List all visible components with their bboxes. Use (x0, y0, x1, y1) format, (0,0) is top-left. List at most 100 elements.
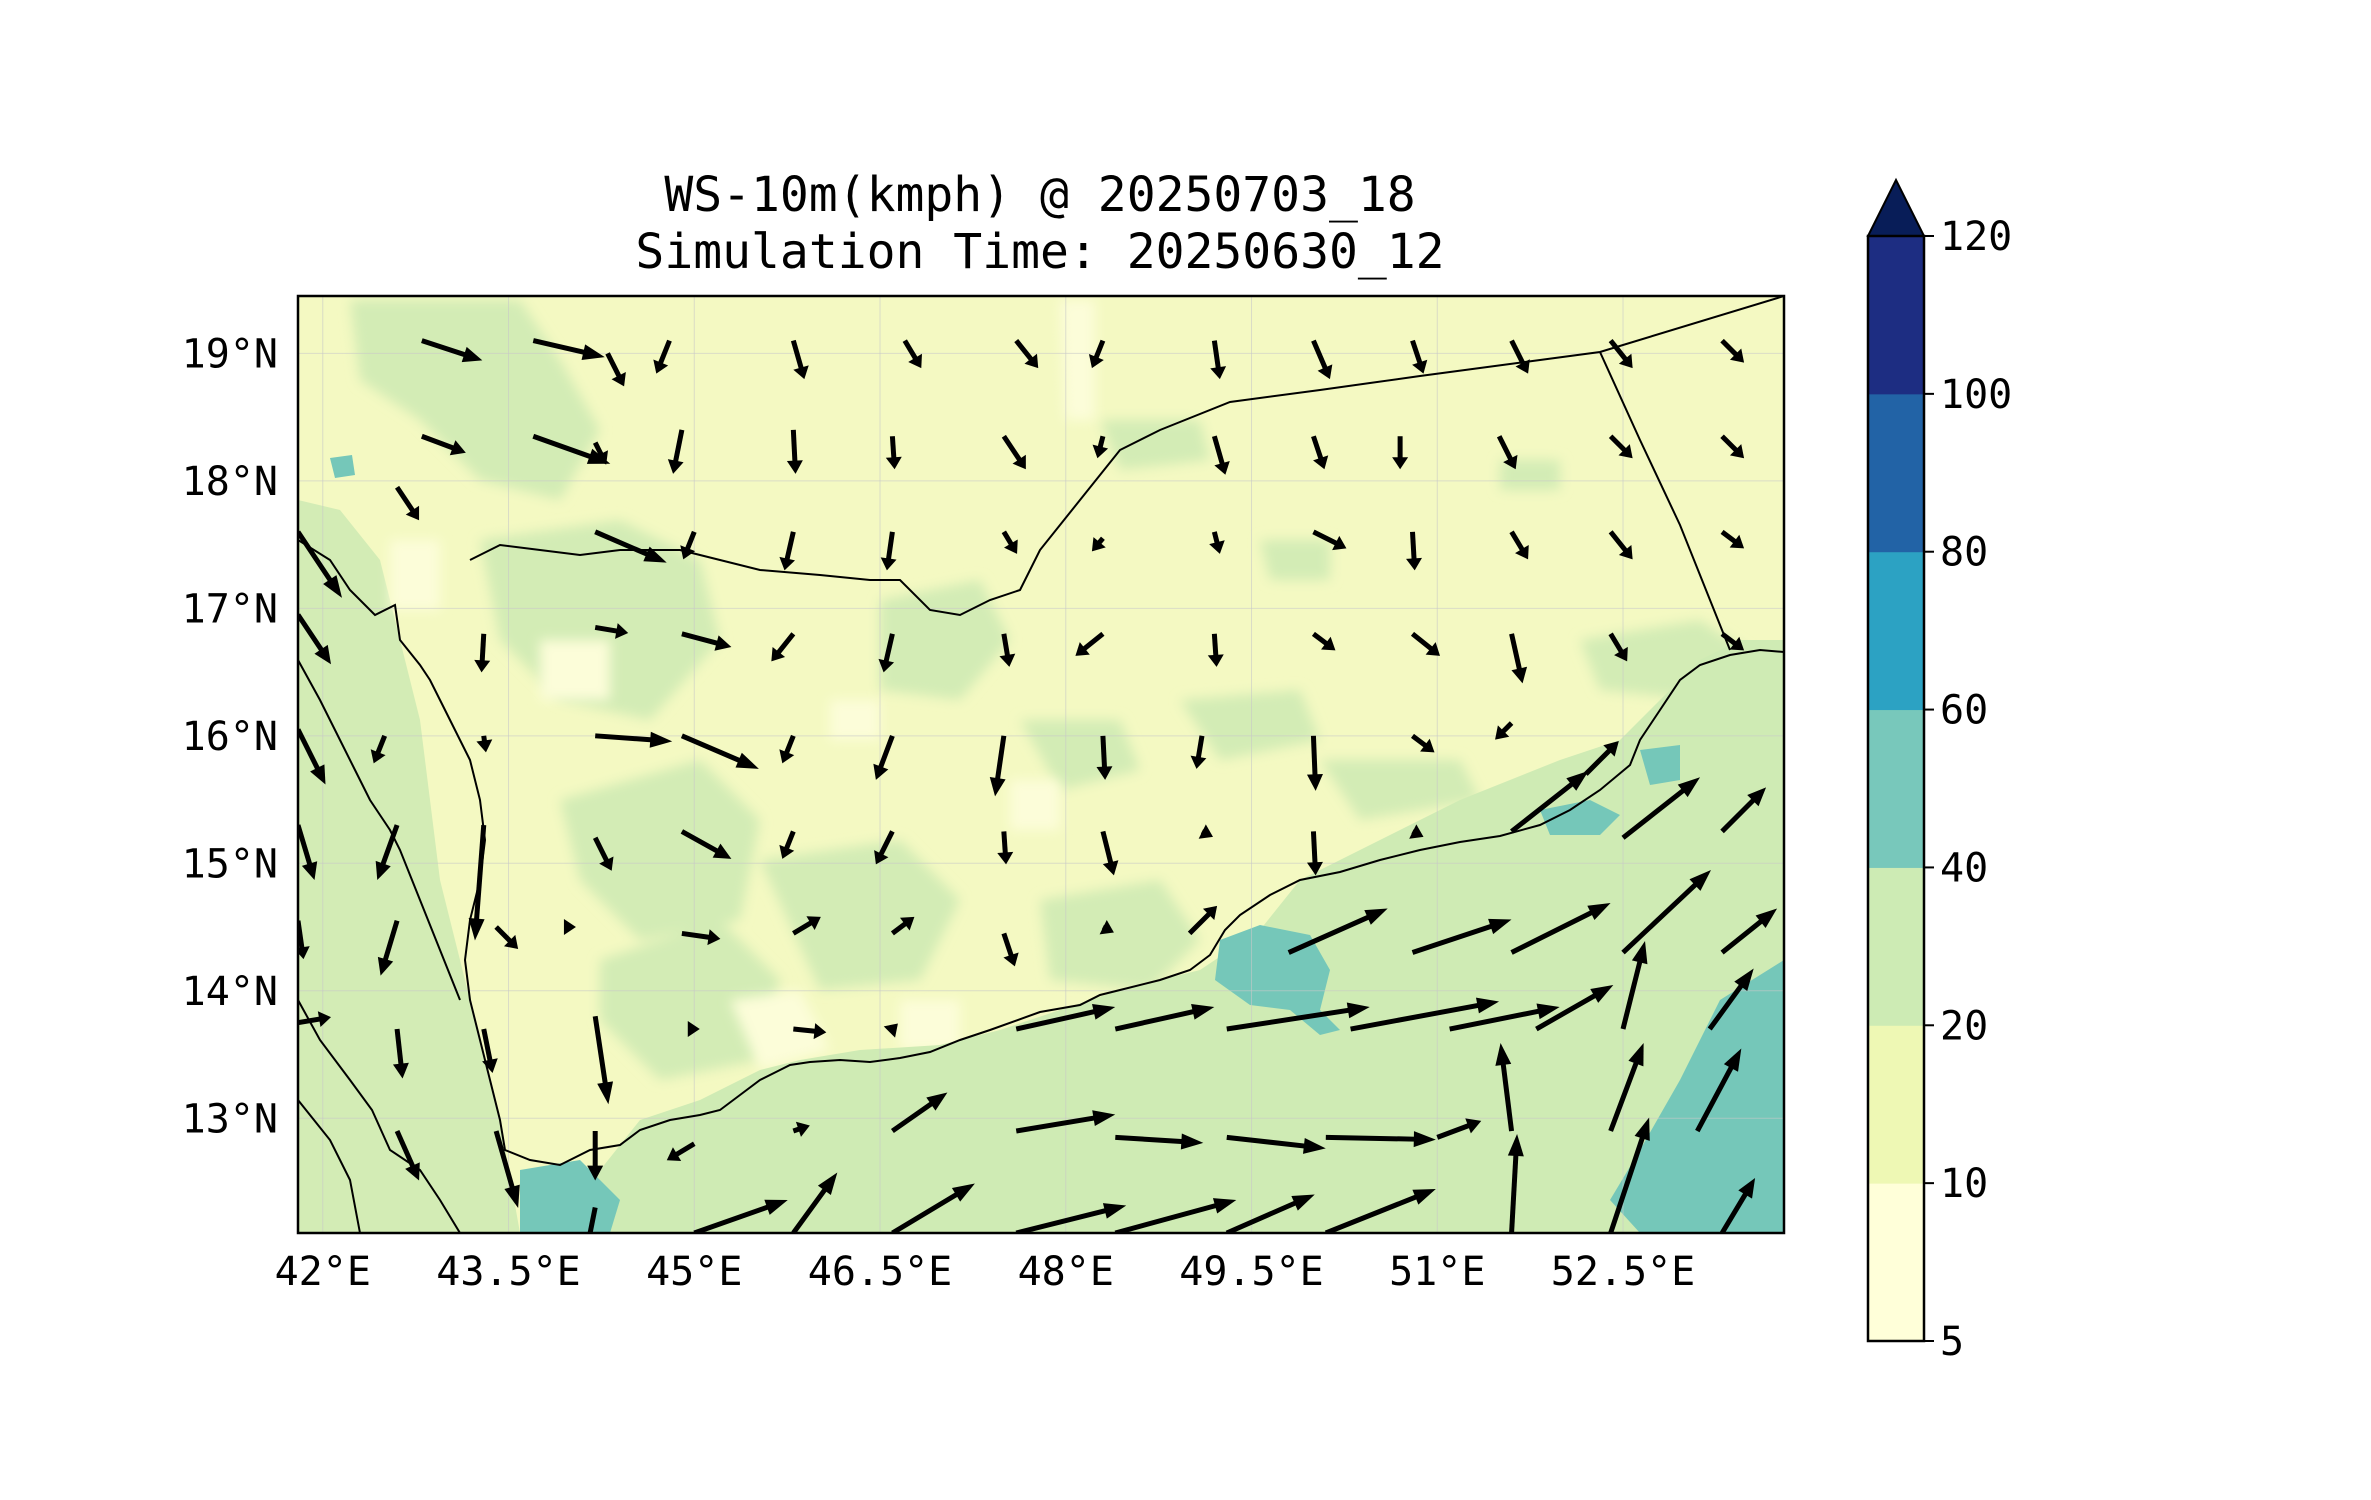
wind-arrow (1001, 434, 1026, 470)
wind-arrow (1350, 997, 1500, 1032)
wind-arrow (1608, 339, 1633, 369)
wind-arrow (1720, 787, 1767, 834)
wind-arrow (1495, 721, 1514, 740)
wind-arrow (1535, 985, 1614, 1032)
map-frame (296, 294, 1786, 1235)
colorbar-segment (1868, 709, 1924, 868)
wind-arrow (1620, 941, 1648, 1030)
wind-arrow (1306, 831, 1323, 876)
wind-arrow (421, 338, 483, 363)
colorbar-tick-label: 80 (1940, 530, 1988, 576)
wind-arrow (1509, 530, 1529, 560)
colorbar-tick-label: 120 (1940, 214, 2012, 260)
african-coast-west (298, 659, 461, 1001)
wind-arrow (1092, 435, 1109, 459)
wind-arrow (1014, 339, 1039, 369)
wind-arrow (1325, 1131, 1436, 1148)
wind-arrow (1091, 536, 1106, 552)
horn-of-africa-coast (298, 999, 461, 1233)
colorbar-tick-label: 40 (1940, 845, 1988, 891)
wind-arrow (394, 1129, 420, 1181)
wind-arrow (1720, 434, 1745, 459)
wind-arrow (873, 734, 895, 780)
wind-arrow (1621, 870, 1712, 955)
wind-arrow (1608, 434, 1633, 459)
wind-arrow (1406, 531, 1423, 571)
wind-arrow (1311, 339, 1333, 380)
wind-arrow (1306, 735, 1323, 791)
wind-arrow (1507, 1134, 1524, 1233)
colorbar-tick-label: 100 (1940, 372, 2012, 418)
colorbar-segment (1868, 393, 1924, 553)
wind-arrow (1707, 968, 1754, 1031)
wind-arrow (1411, 918, 1512, 955)
wind-arrow (298, 824, 318, 881)
wind-arrow (890, 1092, 948, 1134)
highland-wind-patches (350, 300, 1760, 1080)
wind-arrow (1392, 436, 1409, 470)
wind-arrow (1209, 531, 1225, 554)
wind-arrow (680, 829, 732, 859)
arabian-coastline (298, 539, 1784, 1167)
wind-arrow (999, 633, 1016, 667)
wind-arrow (680, 530, 697, 560)
wind-arrow (592, 1015, 614, 1105)
lon-tick-label: 46.5°E (808, 1249, 953, 1295)
yemen-oman-border (1599, 351, 1731, 651)
wind-arrow (1720, 908, 1778, 955)
wind-arrow (1311, 435, 1329, 470)
wind-arrow (1207, 633, 1224, 667)
wind-arrow (377, 919, 400, 976)
colorbar-segment (1868, 1183, 1924, 1342)
wind-arrow (298, 1011, 331, 1028)
wind-arrow (420, 433, 466, 456)
wind-arrow (1510, 903, 1611, 955)
wind-arrow (1621, 777, 1701, 840)
wind-arrow (1096, 735, 1113, 780)
wind-arrow (298, 613, 331, 665)
wind-arrow (989, 735, 1007, 797)
wind-vectors (298, 338, 1778, 1233)
wind-arrow (1015, 1203, 1127, 1233)
wind-arrow (666, 1141, 696, 1161)
wind-arrow (997, 831, 1014, 865)
wind-arrow (605, 352, 626, 387)
wind-arrow (680, 733, 759, 769)
wind-arrow (587, 1131, 604, 1181)
wind-arrow (1409, 824, 1424, 839)
lon-tick-label: 48°E (1018, 1249, 1114, 1295)
wind-arrow (791, 1172, 838, 1233)
wind-arrow (1211, 435, 1230, 475)
wind-arrow (476, 735, 493, 753)
wind-arrow (592, 441, 608, 465)
plot-title-line1: WS-10m(kmph) @ 20250703_18 (664, 167, 1415, 223)
wind-arrow (1608, 632, 1628, 662)
lat-tick-label: 16°N (182, 714, 278, 760)
map-panel (298, 296, 1784, 1233)
wind-arrow (653, 339, 672, 374)
saudi-yemen-border (469, 296, 1784, 617)
wind-arrow (1719, 1177, 1756, 1233)
wind-arrow (1210, 340, 1227, 380)
sea-wind-field (550, 640, 1784, 1233)
wind-arrow (1410, 631, 1440, 656)
wind-arrow (693, 1199, 788, 1233)
wind-arrow (1190, 735, 1207, 769)
wind-arrow (594, 623, 629, 639)
wind-arrow (1115, 1133, 1204, 1150)
wind-arrow (1410, 339, 1428, 374)
eritrea-ethiopia-border (298, 1099, 361, 1233)
wind-arrow (595, 731, 673, 748)
wind-arrow (1510, 770, 1589, 834)
colorbar-segment (1868, 867, 1924, 1026)
lat-tick-label: 17°N (182, 586, 278, 632)
red-sea-wind-field (298, 500, 520, 1233)
wind-arrow (1226, 1002, 1370, 1032)
wind-arrow (1100, 830, 1119, 876)
wind-arrow (1495, 1043, 1515, 1132)
wind-arrow (1608, 530, 1633, 560)
wind-arrow (298, 530, 342, 598)
wind-arrow (474, 633, 491, 673)
wind-arrow (394, 485, 420, 521)
wind-arrow (792, 916, 821, 936)
